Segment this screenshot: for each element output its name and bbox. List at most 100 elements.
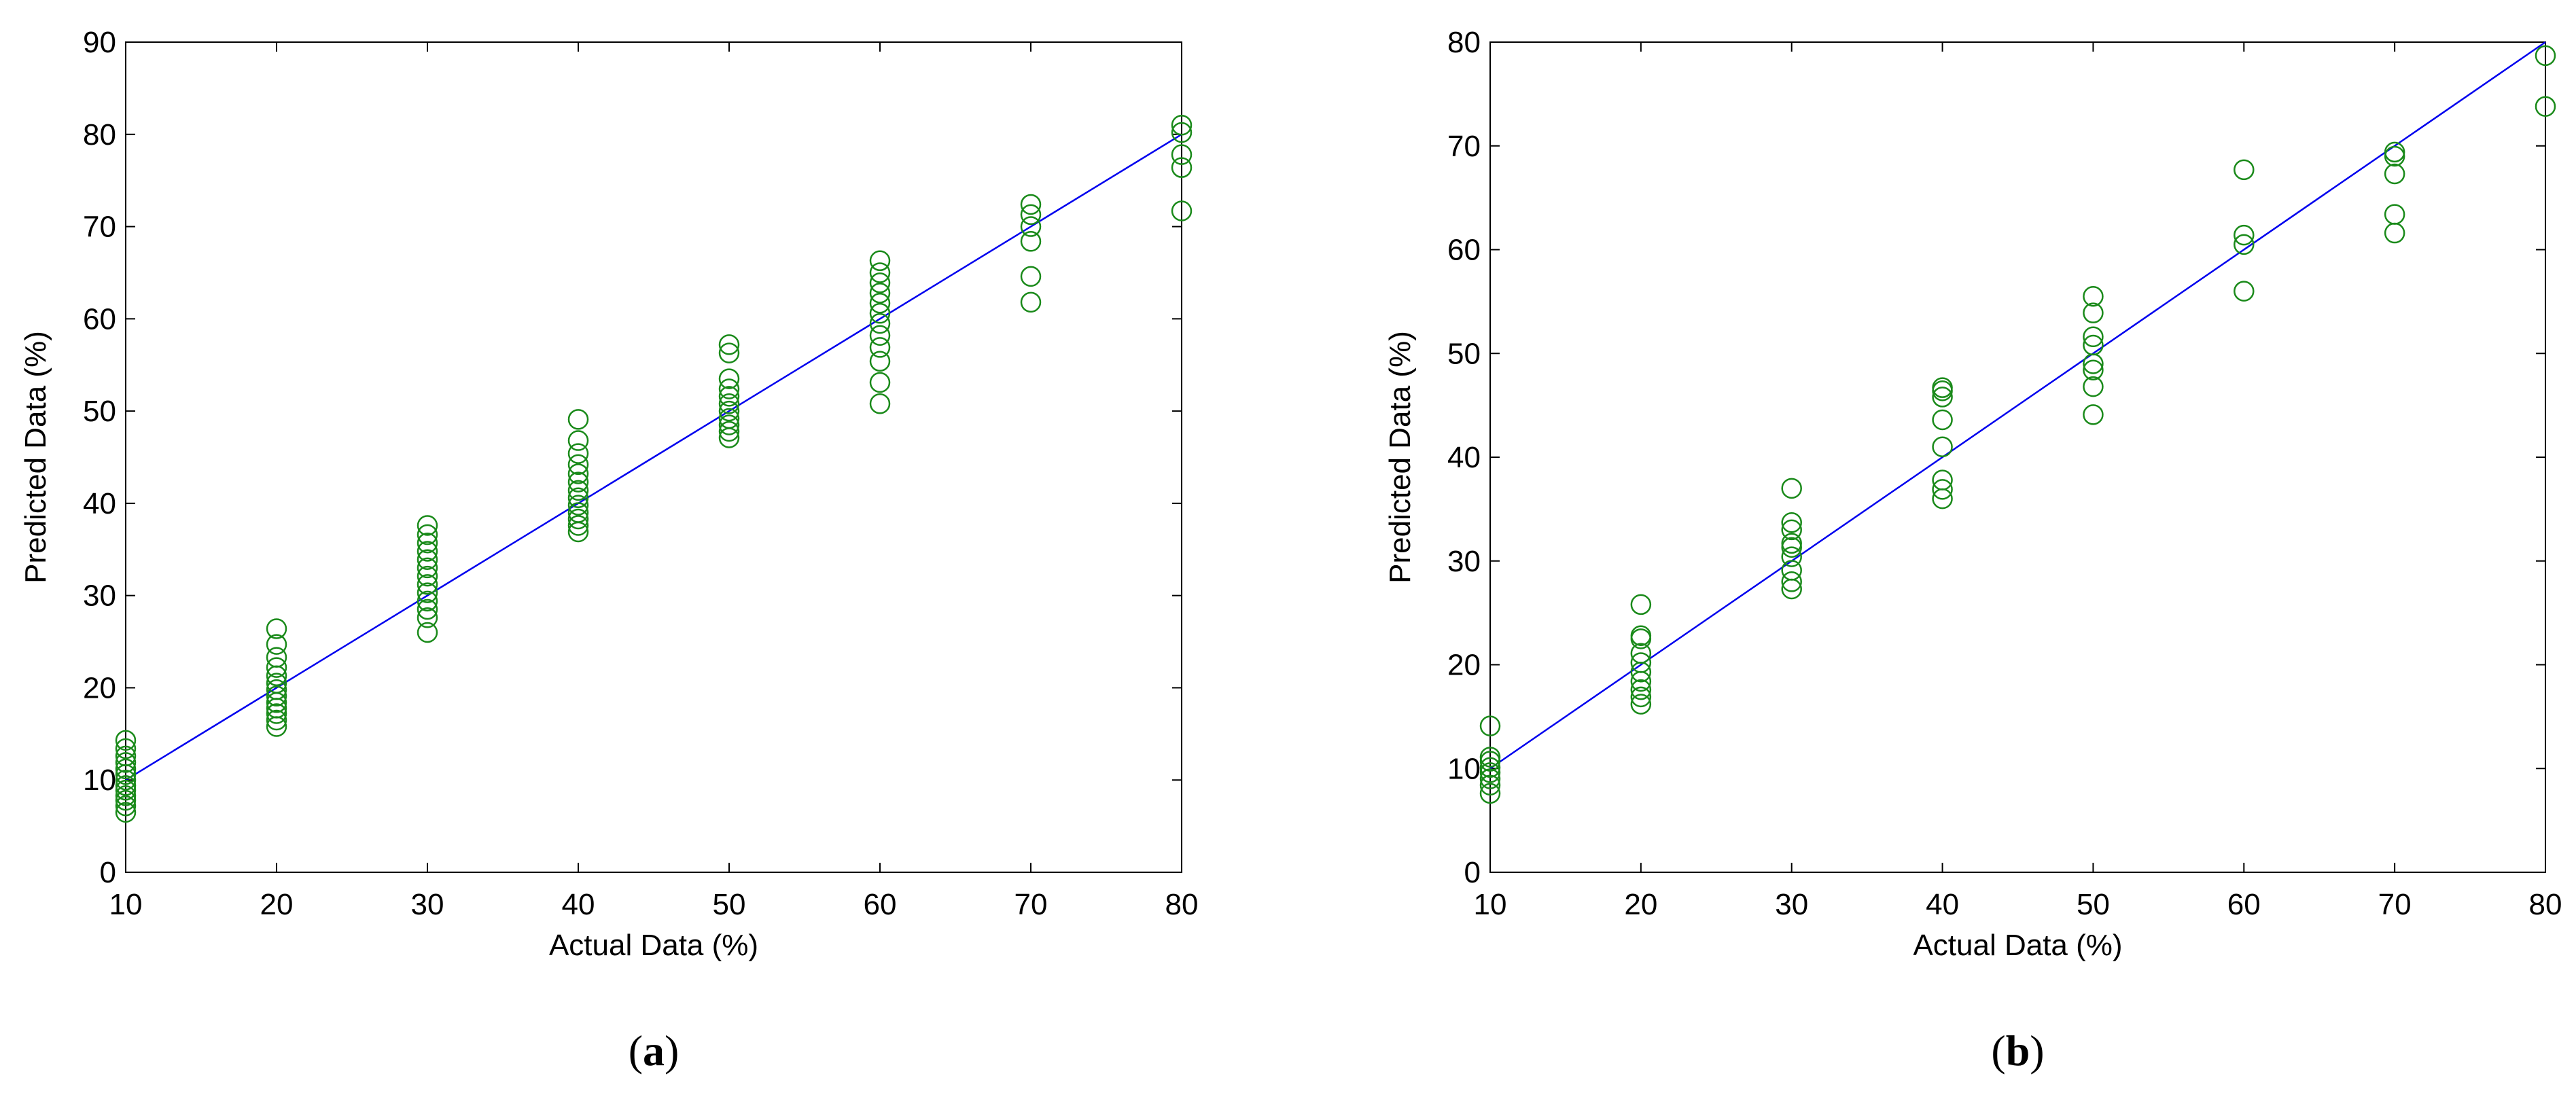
plot-frame — [125, 41, 1182, 873]
data-point — [417, 582, 438, 603]
data-point — [115, 795, 137, 817]
data-point — [266, 657, 287, 678]
data-point — [115, 785, 137, 806]
y-axis-title: Predicted Data (%) — [19, 331, 52, 584]
data-point — [1171, 144, 1193, 165]
data-point — [567, 430, 589, 451]
data-point — [417, 549, 438, 570]
data-point — [1020, 231, 1042, 252]
data-point — [1020, 216, 1042, 237]
data-point — [266, 698, 287, 719]
data-point — [115, 745, 137, 767]
data-point — [567, 502, 589, 523]
data-point — [1630, 686, 1652, 708]
data-point — [115, 730, 137, 751]
y-tick-label: 10 — [1447, 752, 1481, 785]
y-tick-label: 10 — [83, 764, 116, 797]
data-point — [869, 325, 891, 346]
panel-letter: b — [2006, 1026, 2030, 1075]
x-tick-label: 30 — [411, 888, 444, 921]
y-tick-label: 70 — [83, 211, 116, 244]
y-tick-label: 90 — [83, 26, 116, 59]
data-point — [266, 679, 287, 700]
data-point — [869, 293, 891, 314]
panel-label: (b) — [1991, 1026, 2044, 1075]
data-point — [2083, 285, 2104, 307]
data-point — [1171, 157, 1193, 178]
data-point — [266, 647, 287, 668]
panel-label: (a) — [629, 1026, 680, 1075]
data-point — [2234, 224, 2255, 246]
x-tick-label: 50 — [713, 888, 746, 921]
data-point — [567, 495, 589, 516]
data-point — [567, 480, 589, 501]
data-point — [869, 302, 891, 324]
data-point — [869, 393, 891, 414]
data-point — [1479, 762, 1501, 783]
data-point — [417, 574, 438, 595]
data-point — [718, 414, 740, 435]
data-point — [2083, 404, 2104, 425]
data-point — [1020, 266, 1042, 287]
y-tick-label: 40 — [1447, 441, 1481, 474]
data-point — [2083, 302, 2104, 323]
data-point — [1479, 783, 1501, 804]
data-point — [567, 515, 589, 536]
data-point — [2535, 45, 2556, 67]
data-point — [2234, 159, 2255, 181]
data-point — [266, 673, 287, 694]
data-point — [115, 779, 137, 801]
y-tick-label: 60 — [83, 302, 116, 336]
y-tick-label: 0 — [1464, 856, 1481, 889]
x-tick-label: 50 — [2077, 888, 2110, 921]
data-point — [1171, 122, 1193, 143]
data-point — [869, 372, 891, 393]
data-point — [2083, 334, 2104, 356]
data-point — [1479, 751, 1501, 772]
data-point — [1479, 747, 1501, 768]
data-point — [1932, 479, 1953, 500]
y-tick-label: 30 — [1447, 545, 1481, 578]
data-point — [718, 334, 740, 355]
data-point — [1630, 643, 1652, 664]
y-tick-label: 40 — [83, 487, 116, 520]
data-point — [1171, 114, 1193, 136]
data-point — [1932, 436, 1953, 457]
data-point — [1781, 537, 1802, 558]
data-point — [718, 342, 740, 363]
data-point — [869, 312, 891, 334]
data-point — [115, 802, 137, 823]
data-point — [1781, 478, 1802, 499]
chart-panel-b: 10 20 30 40 50 60 70 8001020304050607080Actual … — [1383, 26, 2562, 1075]
data-point — [2234, 281, 2255, 302]
data-point — [2234, 234, 2255, 255]
plot-frame — [1489, 41, 2546, 873]
x-tick-label: 60 — [864, 888, 897, 921]
data-point — [266, 703, 287, 724]
x-tick-label: 40 — [1926, 888, 1959, 921]
data-point — [417, 565, 438, 587]
data-point — [1781, 571, 1802, 592]
data-point — [1932, 409, 1953, 431]
data-point — [1020, 204, 1042, 226]
data-point — [718, 368, 740, 389]
data-point — [417, 598, 438, 620]
data-point — [115, 775, 137, 796]
data-point — [567, 463, 589, 484]
data-point — [718, 421, 740, 442]
data-point — [1781, 546, 1802, 567]
data-point — [1630, 652, 1652, 673]
data-point — [2384, 204, 2405, 225]
x-axis-title: Actual Data (%) — [1913, 929, 2122, 962]
y-axis-title: Predicted Data (%) — [1383, 331, 1417, 584]
data-point — [1932, 387, 1953, 408]
data-point — [266, 709, 287, 731]
data-point — [1479, 757, 1501, 778]
data-point — [718, 408, 740, 429]
x-tick-label: 80 — [1165, 888, 1199, 921]
y-tick-label: 80 — [1447, 26, 1481, 59]
data-point — [115, 738, 137, 759]
data-point — [2384, 145, 2405, 167]
data-point — [567, 409, 589, 430]
